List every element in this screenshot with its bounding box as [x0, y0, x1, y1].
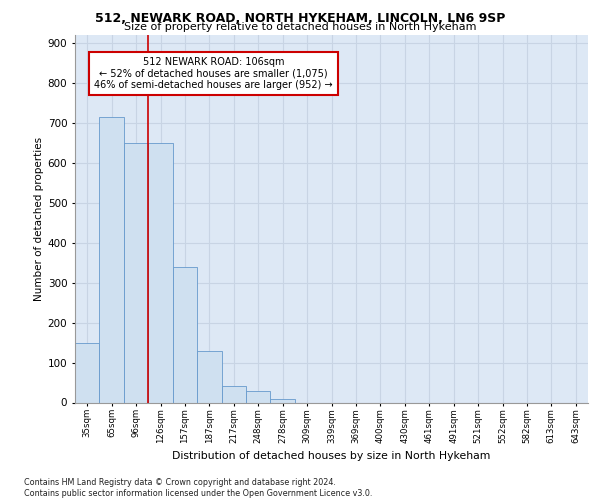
Bar [124, 143, 148, 403]
Bar [197, 350, 221, 403]
Bar [173, 268, 197, 402]
Bar [246, 390, 271, 402]
Bar [75, 342, 100, 402]
Bar [221, 386, 246, 402]
Text: Contains HM Land Registry data © Crown copyright and database right 2024.
Contai: Contains HM Land Registry data © Crown c… [24, 478, 373, 498]
Bar [148, 143, 173, 403]
Text: Size of property relative to detached houses in North Hykeham: Size of property relative to detached ho… [124, 22, 476, 32]
Y-axis label: Number of detached properties: Number of detached properties [34, 136, 44, 301]
Text: 512, NEWARK ROAD, NORTH HYKEHAM, LINCOLN, LN6 9SP: 512, NEWARK ROAD, NORTH HYKEHAM, LINCOLN… [95, 12, 505, 26]
Bar [100, 117, 124, 403]
Text: 512 NEWARK ROAD: 106sqm
← 52% of detached houses are smaller (1,075)
46% of semi: 512 NEWARK ROAD: 106sqm ← 52% of detache… [94, 57, 333, 90]
Bar [271, 398, 295, 402]
X-axis label: Distribution of detached houses by size in North Hykeham: Distribution of detached houses by size … [172, 452, 491, 462]
